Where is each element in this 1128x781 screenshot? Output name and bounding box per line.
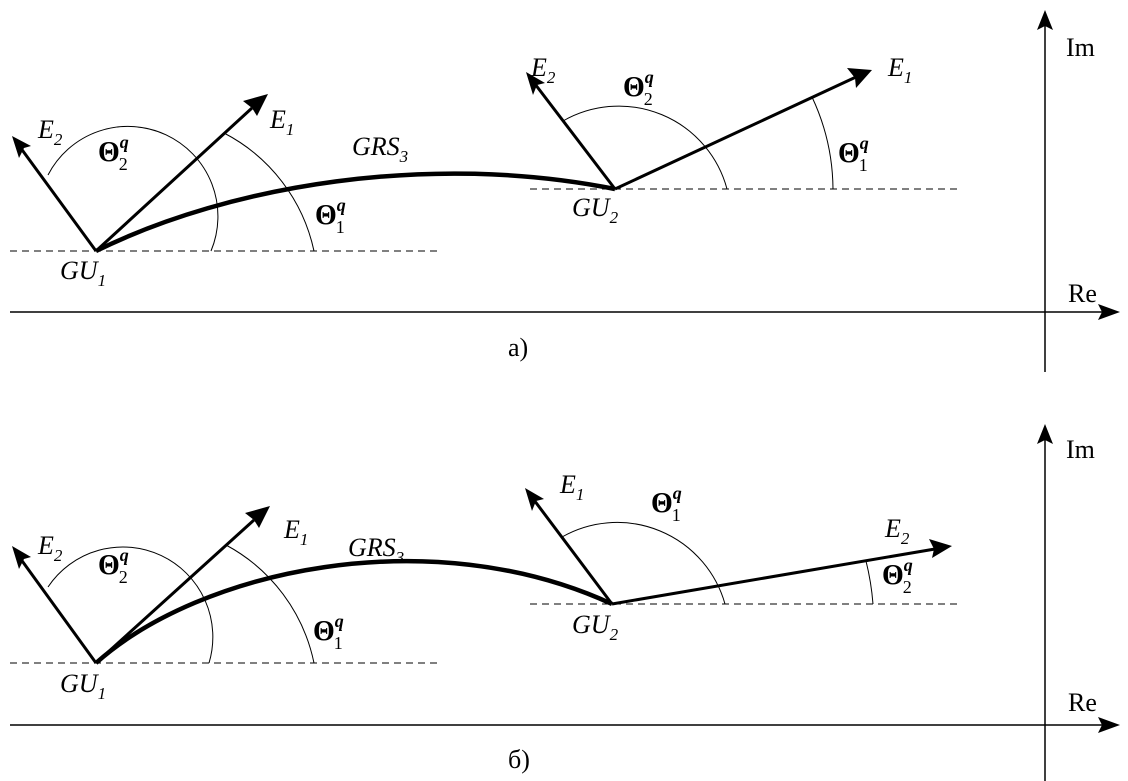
- gu1-vector-e1: [94, 518, 256, 665]
- gu1-e2-label: E2: [37, 531, 63, 565]
- panel-a: Re Im GRS3 E2 E1 E2 E1 Θq 2 Θq 1 Θq 2 Θq: [10, 10, 1120, 372]
- grs-curve-label: GRS3: [352, 132, 408, 166]
- grs-curve: [94, 558, 613, 665]
- gu2-e2-label: E2: [530, 53, 556, 87]
- gu2-label: GU2: [572, 193, 619, 227]
- gu2-theta2-label: Θq 2: [882, 555, 913, 597]
- gu2-vector-e2-arrowhead: [526, 72, 545, 95]
- re-axis-arrowhead: [1098, 304, 1120, 320]
- re-axis-label: Re: [1068, 688, 1097, 717]
- gu1-vector-e2-arrowhead: [12, 136, 31, 158]
- gu2-angle-arc-theta2: [562, 105, 728, 190]
- gu2-vector-e2: [611, 547, 936, 606]
- gu1-e1-label: E1: [269, 105, 294, 139]
- gu2-vector-e2: [533, 83, 617, 190]
- gu1-vector-e1-arrowhead: [245, 506, 270, 528]
- re-axis-label: Re: [1068, 279, 1097, 308]
- gu1-theta1-label: Θq 1: [315, 195, 346, 237]
- panel-b: Re Im GRS3 E2 E1 E1 E2 Θq 2 Θq 1 Θq 1 Θq: [10, 424, 1120, 781]
- gu2-vector-e1-arrowhead: [525, 488, 544, 511]
- gu1-angle-arc-theta1: [225, 544, 315, 664]
- gu2-theta1-label: Θq 1: [651, 483, 682, 525]
- gu2-angle-arc-theta1: [811, 96, 834, 190]
- gu1-vector-e2: [18, 146, 98, 252]
- gu2-theta2-label: Θq 2: [623, 67, 654, 109]
- gu2-e2-label: E2: [884, 514, 910, 548]
- gu1-label: GU1: [60, 256, 106, 290]
- im-axis-label: Im: [1066, 33, 1095, 62]
- gu2-e1-label: E1: [887, 53, 912, 87]
- gu1-label: GU1: [60, 669, 106, 703]
- gu1-vector-e1: [94, 106, 254, 253]
- gu2-angle-arc-theta2: [865, 560, 874, 605]
- gu1-vector-e2: [18, 557, 98, 664]
- gu1-angle-arc-theta2: [47, 546, 214, 664]
- caption-b: б): [508, 745, 530, 774]
- im-axis-label: Im: [1066, 435, 1095, 464]
- gu1-vector-e1-arrowhead: [243, 94, 268, 116]
- gu2-vector-e2-arrowhead: [929, 539, 952, 558]
- gu1-theta2-label: Θq 2: [98, 132, 129, 174]
- grs-curve-label: GRS3: [348, 533, 404, 567]
- gu1-theta1-label: Θq 1: [313, 611, 344, 653]
- im-axis-arrowhead: [1037, 424, 1053, 444]
- gu1-theta2-label: Θq 2: [98, 545, 129, 587]
- gu1-angle-arc-theta2: [47, 125, 219, 252]
- im-axis-arrowhead: [1037, 10, 1053, 30]
- gu1-e2-label: E2: [37, 115, 63, 149]
- gu1-e1-label: E1: [283, 515, 308, 549]
- re-axis-arrowhead: [1098, 717, 1120, 733]
- gu2-theta1-label: Θq 1: [838, 133, 869, 175]
- gu2-e1-label: E1: [559, 470, 584, 504]
- gu2-vector-e1-arrowhead: [847, 68, 872, 88]
- gu2-vector-e1: [532, 499, 614, 605]
- gu1-angle-arc-theta1: [223, 132, 315, 252]
- gu2-vector-e1: [614, 75, 857, 191]
- caption-a: а): [508, 333, 528, 362]
- grs-curve: [95, 171, 616, 254]
- gu1-vector-e2-arrowhead: [12, 546, 31, 569]
- gu2-angle-arc-theta1: [561, 522, 726, 605]
- gu2-label: GU2: [572, 610, 619, 644]
